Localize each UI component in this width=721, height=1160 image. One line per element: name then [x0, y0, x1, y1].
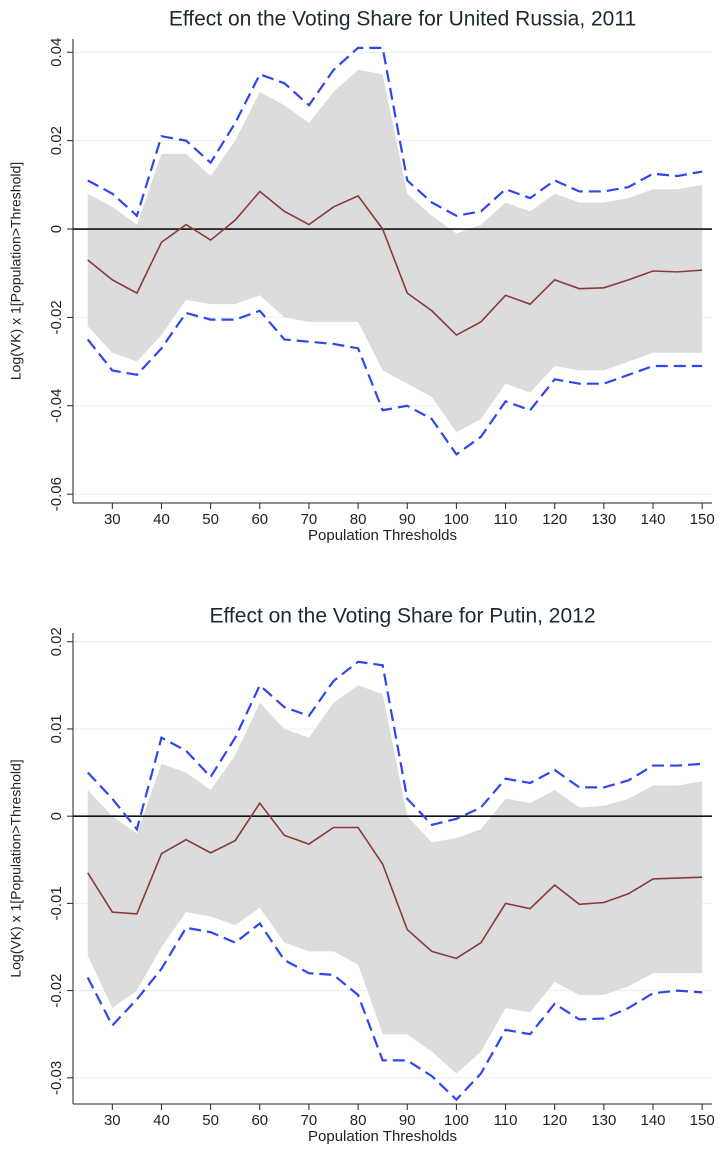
x-tick-label: 90 [399, 1112, 416, 1129]
y-tick-label: -0.01 [48, 886, 65, 920]
estimate-line [87, 190, 703, 337]
x-tick-label: 140 [640, 511, 665, 528]
y-axis-label: Log(VK) x 1[Population>Threshold] [8, 162, 24, 380]
interval-line [86, 309, 703, 456]
x-tick-label: 120 [542, 1112, 567, 1129]
x-tick-label: 110 [494, 1112, 518, 1129]
y-tick-label: -0.03 [48, 1061, 65, 1095]
x-tick-label: 40 [153, 1112, 170, 1129]
x-tick-label: 100 [444, 1112, 469, 1129]
x-tick-label: 120 [542, 511, 567, 528]
confidence-band [87, 685, 703, 1074]
x-tick-label: 100 [444, 511, 469, 528]
x-tick-label: 50 [202, 511, 219, 528]
estimate-line [87, 801, 703, 960]
x-tick-label: 60 [251, 511, 268, 528]
x-tick-label: 30 [104, 1112, 121, 1129]
x-tick-label: 50 [202, 1112, 219, 1129]
x-tick-label: 80 [350, 511, 367, 528]
y-axis-label: Log(VK) x 1[Population>Threshold] [8, 759, 24, 977]
y-tick-label: -0.06 [48, 477, 65, 511]
interval-line [86, 921, 703, 1102]
x-tick-label: 60 [251, 1112, 268, 1129]
x-tick-label: 70 [301, 511, 318, 528]
x-tick-label: 150 [690, 1112, 715, 1129]
x-tick-label: 90 [399, 511, 416, 528]
interval-line [86, 660, 703, 832]
chart-title: Effect on the Voting Share for Putin, 20… [209, 605, 595, 628]
x-tick-label: 110 [494, 511, 518, 528]
y-tick-label: -0.04 [48, 389, 65, 423]
y-tick-label: 0.01 [48, 714, 65, 743]
x-tick-label: 70 [301, 1112, 318, 1129]
chart-title: Effect on the Voting Share for United Ru… [169, 8, 636, 31]
x-axis-label: Population Thresholds [308, 1128, 457, 1145]
x-axis-label: Population Thresholds [308, 527, 457, 544]
x-tick-label: 130 [591, 1112, 616, 1129]
confidence-band [87, 69, 703, 433]
x-tick-label: 140 [640, 1112, 665, 1129]
y-tick-label: 0.02 [48, 126, 65, 155]
x-tick-label: 130 [591, 511, 616, 528]
x-tick-label: 30 [104, 511, 121, 528]
x-tick-label: 80 [350, 1112, 367, 1129]
y-tick-label: -0.02 [48, 974, 65, 1008]
y-tick-label: 0 [48, 812, 65, 820]
x-tick-label: 150 [690, 511, 715, 528]
x-tick-label: 40 [153, 511, 170, 528]
y-tick-label: 0 [48, 225, 65, 233]
y-tick-label: 0.02 [48, 627, 65, 656]
interval-line [87, 46, 703, 218]
y-tick-label: 0.04 [48, 38, 65, 67]
y-tick-label: -0.02 [48, 300, 65, 334]
